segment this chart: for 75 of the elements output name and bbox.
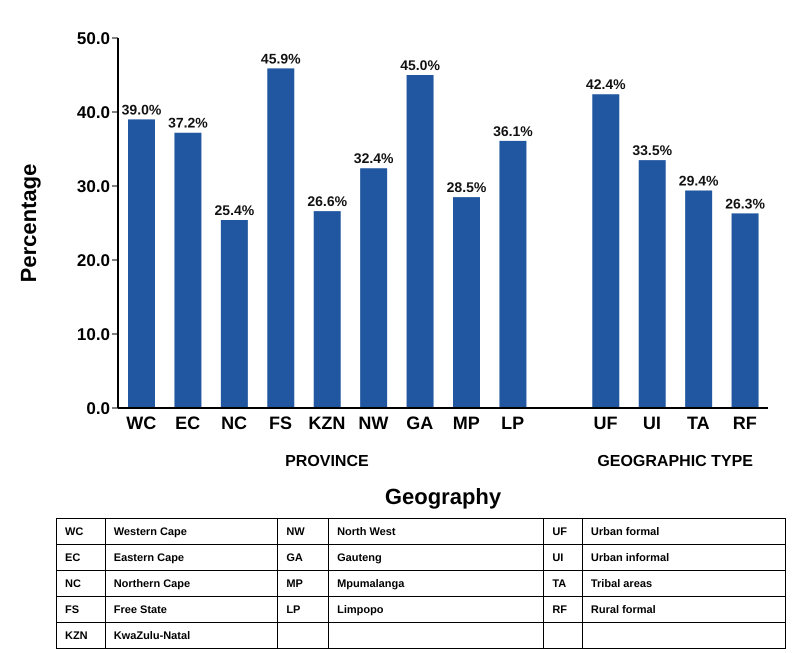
data-label: 42.4%	[586, 76, 626, 92]
text: GA	[278, 544, 329, 570]
x-axis-title: Geography	[384, 484, 502, 509]
bar	[499, 140, 526, 408]
bar	[406, 75, 434, 408]
data-label: 29.4%	[678, 172, 720, 188]
bar	[174, 132, 202, 408]
y-tick-label: 10.0	[76, 325, 110, 344]
bar	[360, 168, 388, 408]
bar	[267, 68, 294, 408]
bar	[453, 197, 480, 408]
text: Eastern Cape	[105, 544, 278, 570]
data-label: 32.4%	[354, 150, 394, 166]
text: GEOGRAPHIC TYPE	[596, 453, 754, 471]
text: NW	[278, 518, 329, 544]
text: WC	[56, 518, 106, 544]
x-tick-label: WC	[126, 412, 156, 433]
x-tick-label: EC	[175, 412, 200, 433]
text: UF	[544, 518, 582, 544]
text: MP	[278, 570, 329, 596]
x-tick-label: RF	[732, 412, 757, 433]
data-label: 45.0%	[400, 57, 440, 73]
bar	[592, 94, 620, 408]
text: KwaZulu-Natal	[105, 622, 278, 648]
data-label: 26.6%	[307, 193, 348, 210]
x-tick-label: GA	[406, 412, 434, 433]
bar	[685, 190, 712, 408]
data-label: 25.4%	[214, 202, 255, 218]
y-tick-label: 30.0	[76, 177, 110, 196]
text: Western Cape	[105, 518, 278, 544]
x-tick-label: KZN	[308, 412, 346, 433]
text: Urban formal	[582, 518, 786, 544]
data-label: 33.5%	[632, 142, 673, 158]
text: FS	[56, 596, 106, 622]
bar	[314, 211, 341, 408]
x-tick-label: FS	[268, 412, 292, 433]
text: PROVINCE	[284, 453, 370, 471]
text: Mpumalanga	[328, 570, 544, 596]
text: Free State	[105, 596, 278, 622]
x-tick-label: NW	[358, 412, 388, 433]
bar	[128, 119, 155, 408]
x-tick-label: TA	[687, 412, 710, 433]
y-tick-label: 20.0	[76, 251, 110, 270]
text: RF	[544, 596, 582, 622]
data-label: 37.2%	[168, 114, 208, 131]
x-tick-label: MP	[452, 412, 480, 433]
data-label: 26.3%	[725, 195, 766, 212]
text: Tribal areas	[582, 570, 786, 596]
bar	[732, 213, 759, 408]
x-tick-label: NC	[221, 412, 248, 433]
data-label: 28.5%	[446, 179, 487, 196]
bar	[638, 160, 666, 408]
text: EC	[56, 544, 106, 570]
data-label: 39.0%	[122, 101, 162, 118]
bar	[220, 220, 248, 408]
x-tick-label: UI	[642, 412, 661, 433]
text: Rural formal	[582, 596, 786, 622]
text: UI	[544, 544, 582, 570]
data-label: 45.9%	[260, 50, 302, 66]
text: Urban informal	[582, 544, 786, 570]
text: TA	[544, 570, 582, 596]
y-tick-label: 0.0	[86, 399, 110, 418]
x-tick-label: LP	[501, 412, 524, 433]
text: LP	[278, 596, 329, 622]
text: Northern Cape	[105, 570, 278, 596]
text: Limpopo	[328, 596, 544, 622]
text: KZN	[56, 622, 106, 648]
x-tick-label: UF	[594, 412, 618, 433]
text: North West	[328, 518, 544, 544]
y-axis-title: Percentage	[16, 164, 41, 282]
y-tick-label: 50.0	[76, 29, 110, 48]
y-tick-label: 40.0	[76, 103, 110, 122]
data-label: 36.1%	[493, 122, 534, 139]
text: Gauteng	[328, 544, 544, 570]
text: NC	[56, 570, 106, 596]
